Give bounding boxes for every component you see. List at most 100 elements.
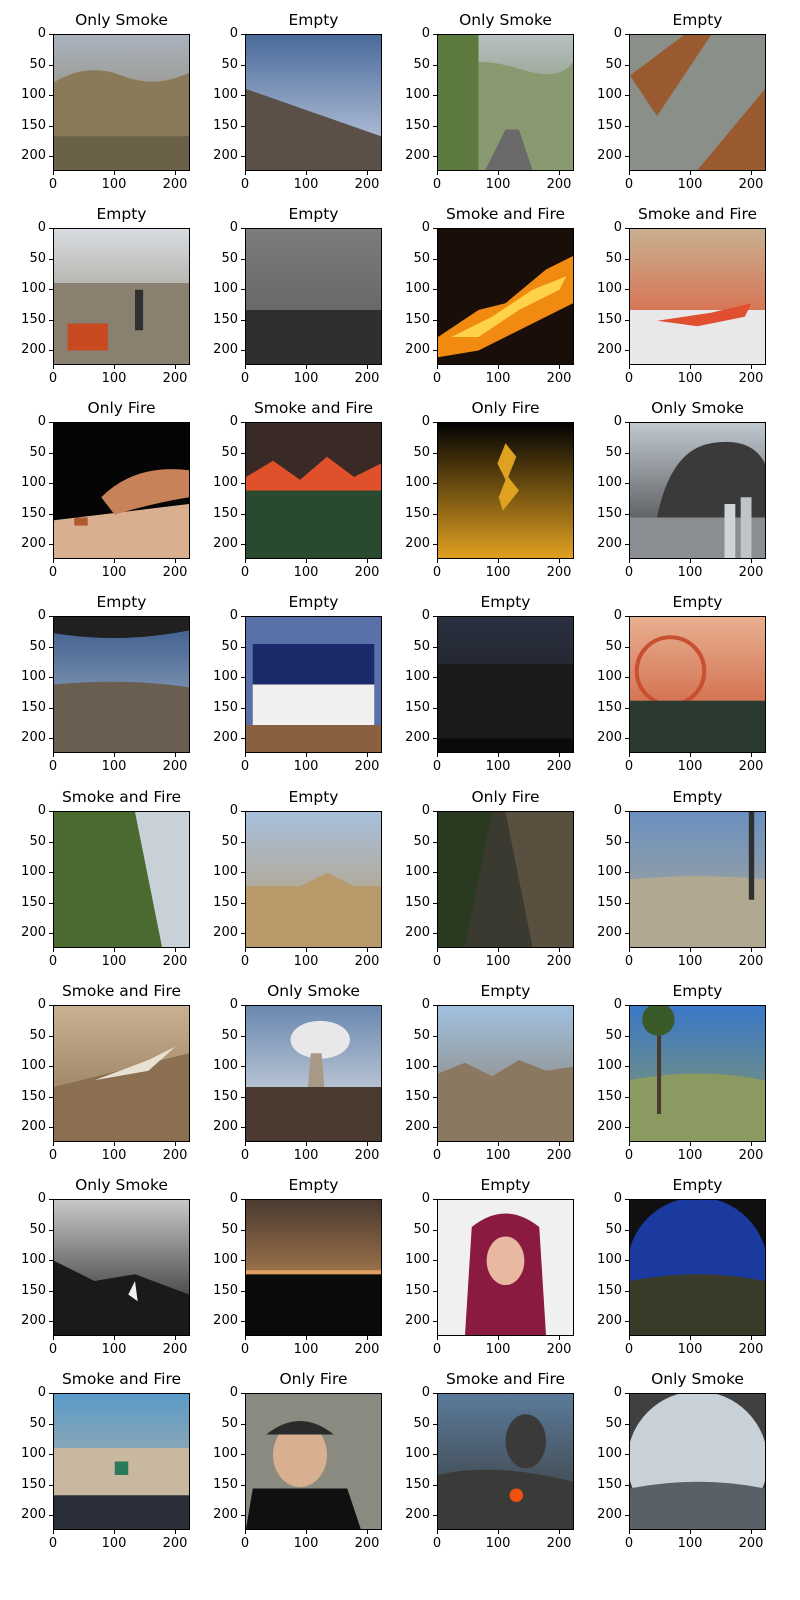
y-tick-label: 200: [21, 1507, 46, 1522]
x-tick-label: 200: [162, 177, 188, 192]
x-tick-label: 0: [624, 1536, 634, 1551]
y-tick: [49, 811, 53, 812]
x-tick: [53, 1336, 54, 1340]
x-tick: [751, 948, 752, 952]
panel-title: Empty: [672, 11, 723, 29]
x-tick-label: 100: [677, 1148, 703, 1163]
x-tick: [437, 559, 438, 563]
y-tick: [433, 1199, 437, 1200]
x-tick-label: 200: [162, 565, 188, 580]
y-tick-label: 200: [597, 536, 622, 551]
thumbnail-image: [246, 1394, 381, 1529]
x-tick-label: 200: [354, 1342, 380, 1357]
y-tick: [433, 647, 437, 648]
panel-title: Only Fire: [279, 1370, 348, 1388]
x-tick-label: 200: [162, 371, 188, 386]
y-tick-label: 150: [213, 1283, 238, 1298]
x-tick: [559, 948, 560, 952]
image-axes: [245, 1199, 382, 1336]
y-tick-label: 50: [413, 445, 430, 460]
x-tick-label: 100: [101, 1536, 127, 1551]
y-tick-label: 200: [21, 1119, 46, 1134]
thumbnail-image: [438, 812, 573, 947]
y-tick-label: 100: [405, 475, 430, 490]
y-tick-label: 200: [597, 1313, 622, 1328]
y-tick-label: 200: [405, 925, 430, 940]
thumbnail-image: [630, 812, 765, 947]
y-tick: [49, 1291, 53, 1292]
thumbnail-image: [54, 35, 189, 170]
x-tick-label: 0: [240, 1536, 250, 1551]
y-tick: [49, 708, 53, 709]
y-tick: [241, 1515, 245, 1516]
y-tick-label: 50: [29, 251, 46, 266]
y-tick-label: 100: [21, 864, 46, 879]
x-tick-label: 200: [738, 1148, 764, 1163]
y-tick: [241, 738, 245, 739]
y-tick-label: 150: [21, 1283, 46, 1298]
y-tick: [241, 350, 245, 351]
thumbnail-image: [54, 812, 189, 947]
y-tick: [241, 1097, 245, 1098]
y-tick: [49, 1199, 53, 1200]
x-tick: [175, 171, 176, 175]
x-tick-label: 200: [546, 1536, 572, 1551]
y-tick-label: 150: [405, 506, 430, 521]
panel-title: Empty: [96, 593, 147, 611]
y-tick-label: 0: [613, 414, 622, 429]
y-tick-label: 200: [213, 1119, 238, 1134]
thumbnail-image: [438, 1394, 573, 1529]
x-tick-label: 200: [354, 759, 380, 774]
y-tick-label: 100: [597, 1252, 622, 1267]
y-tick: [241, 933, 245, 934]
x-tick-label: 200: [546, 759, 572, 774]
x-tick: [175, 1142, 176, 1146]
x-tick: [498, 753, 499, 757]
x-tick: [629, 1336, 630, 1340]
thumbnail-image: [246, 617, 381, 752]
y-tick: [241, 228, 245, 229]
x-tick: [53, 559, 54, 563]
y-tick: [433, 933, 437, 934]
y-tick: [49, 95, 53, 96]
y-tick: [49, 156, 53, 157]
y-tick: [241, 1260, 245, 1261]
y-tick: [49, 677, 53, 678]
image-axes: [629, 34, 766, 171]
y-tick-label: 100: [405, 281, 430, 296]
panel-title: Empty: [480, 593, 531, 611]
x-tick: [498, 1142, 499, 1146]
y-tick-label: 100: [405, 1446, 430, 1461]
y-tick: [625, 1005, 629, 1006]
y-tick-label: 50: [29, 834, 46, 849]
x-tick: [53, 1530, 54, 1534]
y-tick: [625, 453, 629, 454]
y-tick: [241, 647, 245, 648]
x-tick: [690, 1336, 691, 1340]
y-tick: [241, 677, 245, 678]
y-tick-label: 100: [21, 1446, 46, 1461]
y-tick: [433, 350, 437, 351]
x-tick-label: 0: [240, 1342, 250, 1357]
x-tick-label: 100: [293, 1536, 319, 1551]
thumbnail-image: [246, 1006, 381, 1141]
panel-title: Only Smoke: [651, 1370, 744, 1388]
y-tick: [49, 1424, 53, 1425]
y-tick-label: 200: [21, 925, 46, 940]
x-tick: [114, 1530, 115, 1534]
x-tick: [367, 559, 368, 563]
y-tick: [241, 1230, 245, 1231]
x-tick: [367, 1142, 368, 1146]
y-tick-label: 100: [213, 475, 238, 490]
y-tick: [433, 228, 437, 229]
y-tick-label: 200: [213, 925, 238, 940]
y-tick: [241, 514, 245, 515]
y-tick: [433, 422, 437, 423]
y-tick: [433, 903, 437, 904]
y-tick-label: 200: [405, 730, 430, 745]
y-tick: [49, 1127, 53, 1128]
x-tick-label: 200: [546, 565, 572, 580]
x-tick-label: 200: [546, 177, 572, 192]
y-tick-label: 100: [21, 475, 46, 490]
